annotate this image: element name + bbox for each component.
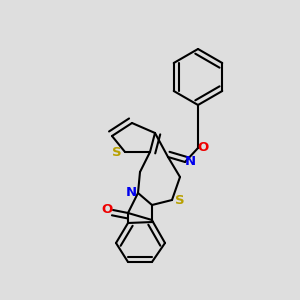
Text: N: N	[126, 186, 137, 199]
Text: S: S	[112, 146, 122, 158]
Text: O: O	[198, 141, 209, 154]
Text: N: N	[185, 155, 196, 168]
Text: S: S	[175, 194, 184, 206]
Text: O: O	[101, 202, 112, 216]
